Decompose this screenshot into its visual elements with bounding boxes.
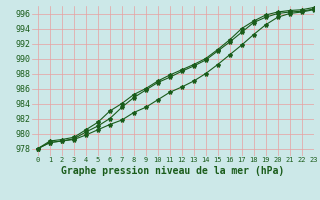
X-axis label: Graphe pression niveau de la mer (hPa): Graphe pression niveau de la mer (hPa): [61, 166, 284, 176]
